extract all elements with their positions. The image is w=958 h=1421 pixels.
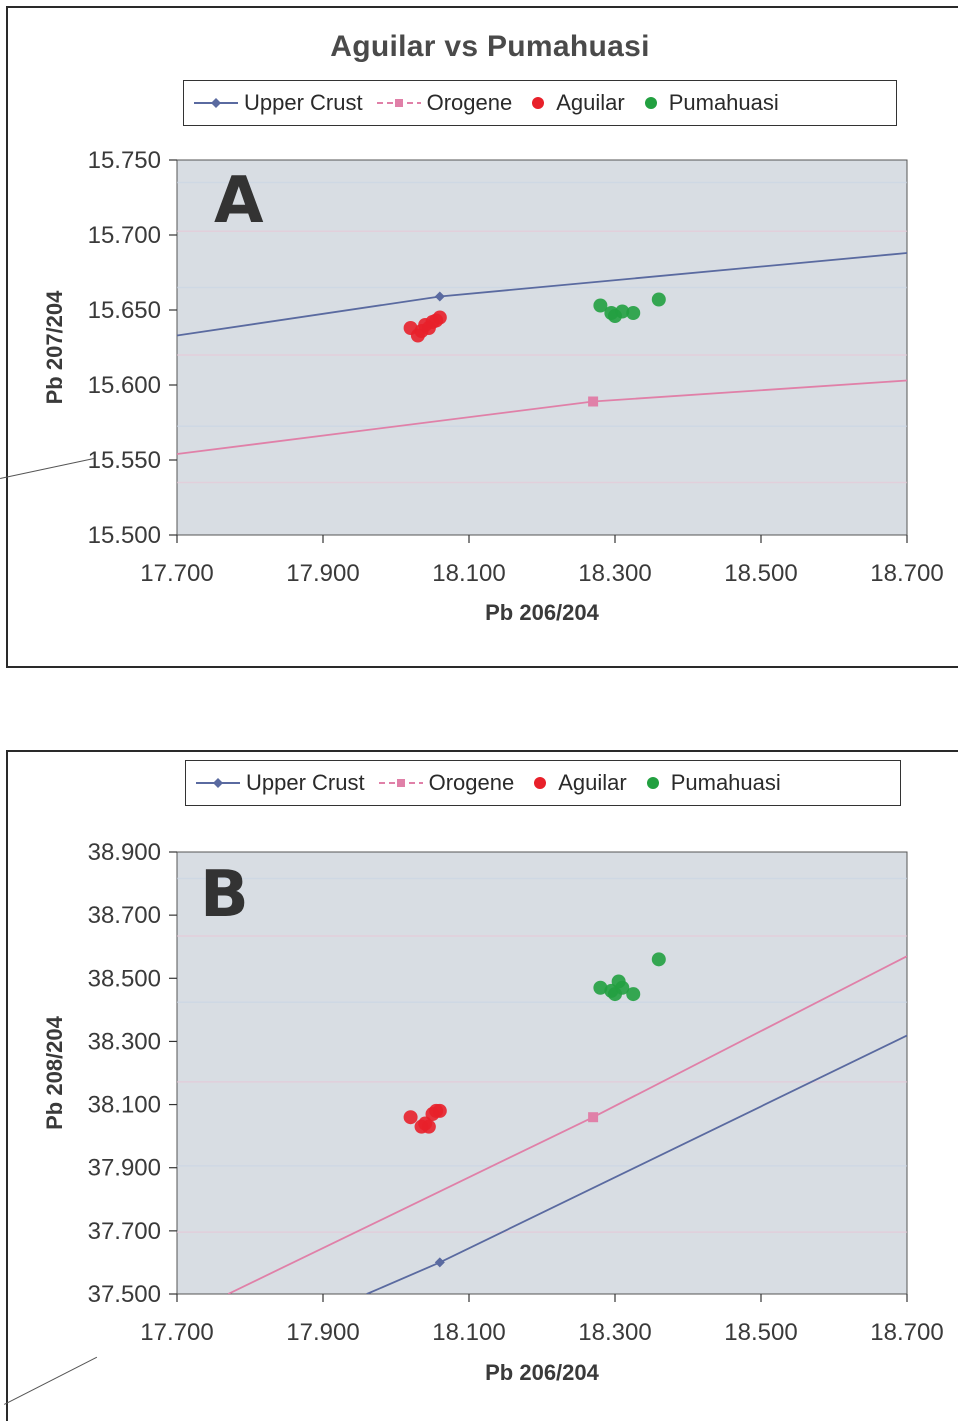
y-tick-label: 15.750 <box>88 147 161 174</box>
y-tick-label: 37.900 <box>88 1155 161 1182</box>
upper-crust-line-icon <box>194 98 238 108</box>
data-point-aguilar <box>421 1119 436 1134</box>
x-tick-label: 18.100 <box>432 1319 505 1346</box>
panel-label: A <box>214 164 264 238</box>
y-tick-label: 38.900 <box>88 839 161 866</box>
y-axis-label: Pb 207/204 <box>42 290 67 405</box>
chart-title: Aguilar vs Pumahuasi <box>330 30 650 63</box>
data-point-pumahuasi <box>615 980 630 995</box>
panel-label: B <box>200 858 249 932</box>
series-marker-orogene <box>588 1112 599 1123</box>
legend-label-pumahuasi: Pumahuasi <box>668 90 779 115</box>
series-marker-upper-crust <box>434 291 445 302</box>
y-tick-label: 37.700 <box>88 1218 161 1245</box>
y-tick-label: 15.600 <box>88 372 161 399</box>
x-tick-label: 18.300 <box>578 1319 651 1346</box>
legend-b: Upper Crust Orogene Aguilar Pumahuasi <box>185 760 901 806</box>
x-axis-label: Pb 206/204 <box>485 600 600 625</box>
legend-item-upper-crust: Upper Crust <box>194 90 363 116</box>
legend-item-orogene: Orogene <box>378 770 515 796</box>
series-group <box>177 252 907 455</box>
y-tick-label: 15.650 <box>88 297 161 324</box>
orogene-line-icon <box>376 99 421 107</box>
data-point-pumahuasi <box>651 952 666 967</box>
y-tick-label: 38.100 <box>88 1092 161 1119</box>
legend-item-aguilar: Aguilar <box>526 90 625 116</box>
series-marker-orogene <box>588 396 599 407</box>
background-streaks <box>177 877 907 1233</box>
data-point-pumahuasi <box>593 980 608 995</box>
y-tick-label: 38.300 <box>88 1028 161 1055</box>
x-tick-label: 18.700 <box>870 1319 943 1346</box>
data-point-pumahuasi <box>593 298 608 313</box>
legend-label-upper-crust: Upper Crust <box>244 90 363 115</box>
y-tick-label: 38.700 <box>88 902 161 929</box>
data-point-aguilar <box>432 1103 447 1118</box>
legend-item-upper-crust: Upper Crust <box>196 770 365 796</box>
x-tick-label: 17.700 <box>140 560 213 587</box>
x-axis-label: Pb 206/204 <box>485 1360 600 1385</box>
data-point-aguilar <box>432 310 447 325</box>
plot-area <box>176 159 908 536</box>
series-marker-upper-crust <box>434 1257 445 1268</box>
aguilar-dot-icon <box>534 777 547 789</box>
legend-item-aguilar: Aguilar <box>528 770 627 796</box>
x-tick-label: 18.500 <box>724 560 797 587</box>
aguilar-dot-icon <box>532 97 545 109</box>
legend-item-pumahuasi: Pumahuasi <box>639 90 779 116</box>
x-tick-label: 18.500 <box>724 1319 797 1346</box>
x-tick-label: 18.100 <box>432 560 505 587</box>
x-tick-label: 18.300 <box>578 560 651 587</box>
y-tick-label: 15.500 <box>88 522 161 549</box>
legend-label-orogene: Orogene <box>426 90 513 115</box>
data-point-pumahuasi <box>626 306 641 320</box>
x-tick-label: 17.900 <box>286 1319 359 1346</box>
data-point-aguilar <box>403 1110 418 1125</box>
legend-a: Upper Crust Orogene Aguilar Pumahuasi <box>183 80 897 126</box>
data-point-pumahuasi <box>651 292 666 307</box>
legend-label-orogene: Orogene <box>428 770 515 795</box>
y-tick-label: 15.700 <box>88 222 161 249</box>
y-tick-label: 38.500 <box>88 965 161 992</box>
data-point-pumahuasi <box>626 987 641 1002</box>
legend-label-upper-crust: Upper Crust <box>246 770 365 795</box>
legend-item-orogene: Orogene <box>376 90 513 116</box>
y-tick-label: 37.500 <box>88 1281 161 1308</box>
legend-label-aguilar: Aguilar <box>556 90 625 115</box>
series-group <box>227 952 907 1294</box>
legend-item-pumahuasi: Pumahuasi <box>641 770 781 796</box>
legend-label-aguilar: Aguilar <box>558 770 627 795</box>
plot-area <box>176 851 908 1295</box>
y-tick-label: 15.550 <box>88 447 161 474</box>
legend-label-pumahuasi: Pumahuasi <box>670 770 781 795</box>
upper-crust-line-icon <box>196 778 240 788</box>
pumahuasi-dot-icon <box>646 777 659 789</box>
x-tick-label: 18.700 <box>870 560 943 587</box>
x-tick-label: 17.700 <box>140 1319 213 1346</box>
orogene-line-icon <box>378 779 423 787</box>
x-tick-label: 17.900 <box>286 560 359 587</box>
pumahuasi-dot-icon <box>644 97 657 109</box>
chart-b: 37.500 37.700 37.900 38.100 38.300 38.500 38.7… <box>42 839 944 1385</box>
data-point-pumahuasi <box>615 304 630 319</box>
chart-a: 15.500 15.550 15.600 15.650 15.700 15.750 17.7… <box>42 147 944 625</box>
y-axis-label: Pb 208/204 <box>42 1015 67 1130</box>
